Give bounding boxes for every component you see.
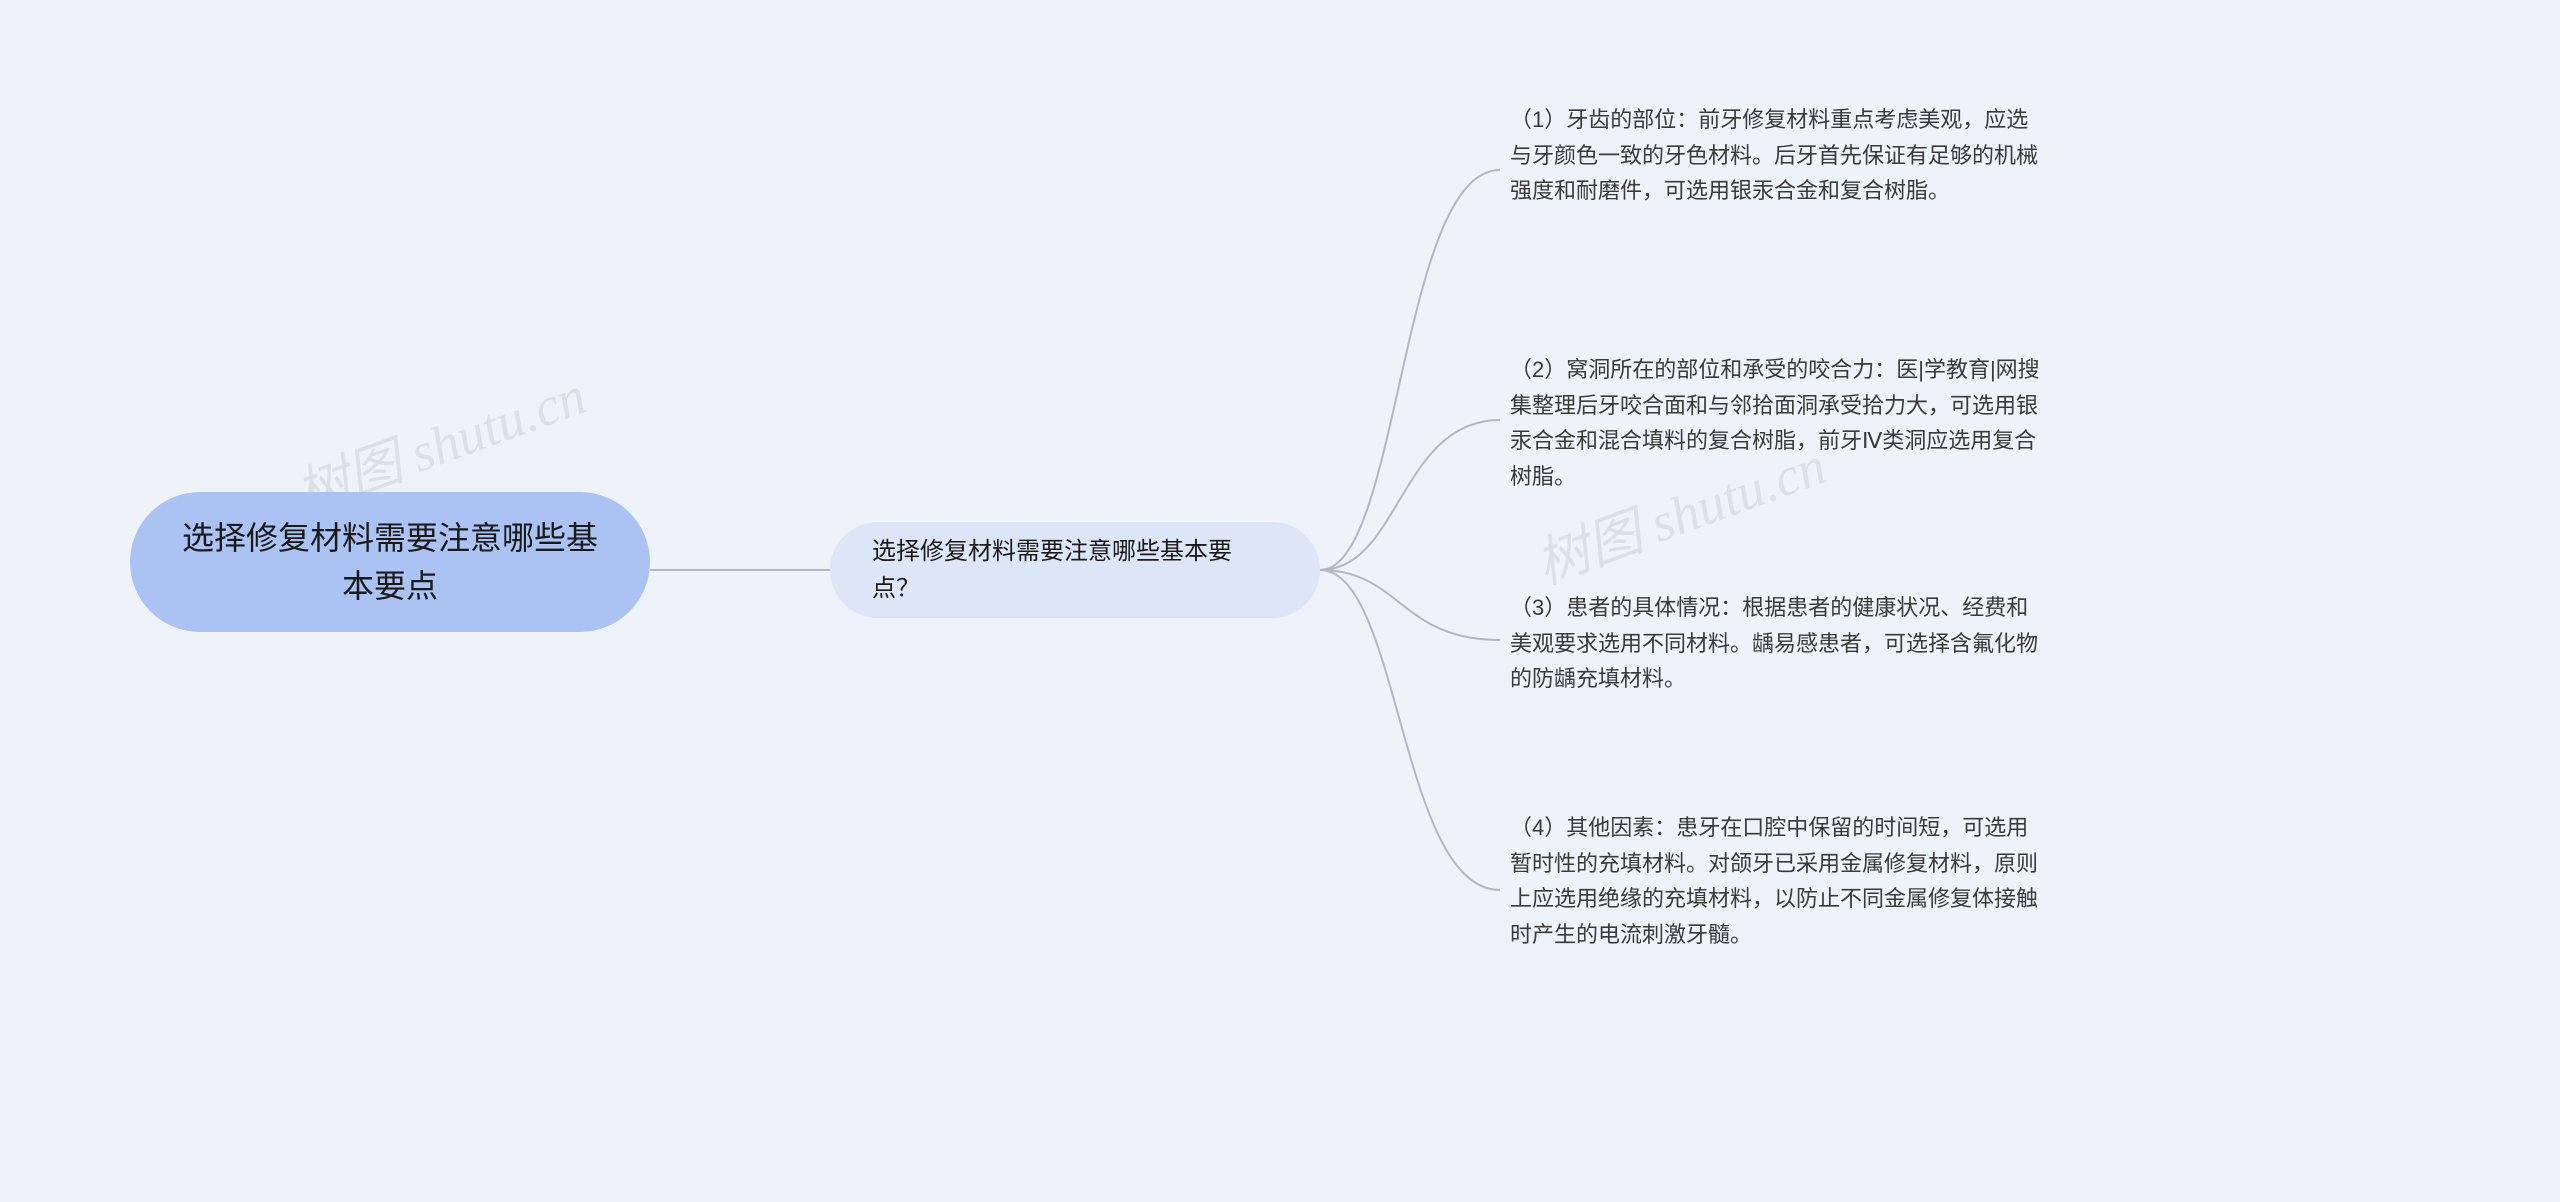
- leaf-node-3-text: （3）患者的具体情况：根据患者的健康状况、经费和美观要求选用不同材料。龋易感患者…: [1510, 590, 2040, 697]
- leaf-node-4[interactable]: （4）其他因素：患牙在口腔中保留的时间短，可选用暂时性的充填材料。对颌牙已采用金…: [1510, 810, 2040, 953]
- leaf-node-4-text: （4）其他因素：患牙在口腔中保留的时间短，可选用暂时性的充填材料。对颌牙已采用金…: [1510, 810, 2040, 953]
- mindmap-canvas: 树图 shutu.cn 树图 shutu.cn 选择修复材料需要注意哪些基本要点…: [0, 0, 2560, 1202]
- leaf-node-2[interactable]: （2）窝洞所在的部位和承受的咬合力：医|学教育|网搜集整理后牙咬合面和与邻拾面洞…: [1510, 352, 2040, 495]
- connector-l1-leaf2: [1320, 420, 1500, 570]
- leaf-node-2-text: （2）窝洞所在的部位和承受的咬合力：医|学教育|网搜集整理后牙咬合面和与邻拾面洞…: [1510, 352, 2040, 495]
- connector-root-l1: [650, 569, 830, 571]
- level1-node[interactable]: 选择修复材料需要注意哪些基本要点？: [830, 522, 1320, 618]
- root-node[interactable]: 选择修复材料需要注意哪些基本要点: [130, 492, 650, 632]
- leaf-node-1-text: （1）牙齿的部位：前牙修复材料重点考虑美观，应选与牙颜色一致的牙色材料。后牙首先…: [1510, 102, 2040, 209]
- root-node-text: 选择修复材料需要注意哪些基本要点: [170, 514, 610, 610]
- leaf-node-1[interactable]: （1）牙齿的部位：前牙修复材料重点考虑美观，应选与牙颜色一致的牙色材料。后牙首先…: [1510, 102, 2040, 209]
- connector-l1-leaf4: [1320, 570, 1500, 890]
- leaf-node-3[interactable]: （3）患者的具体情况：根据患者的健康状况、经费和美观要求选用不同材料。龋易感患者…: [1510, 590, 2040, 697]
- connector-l1-leaf1: [1320, 170, 1500, 570]
- connector-l1-leaf3: [1320, 570, 1500, 640]
- level1-node-text: 选择修复材料需要注意哪些基本要点？: [872, 533, 1278, 607]
